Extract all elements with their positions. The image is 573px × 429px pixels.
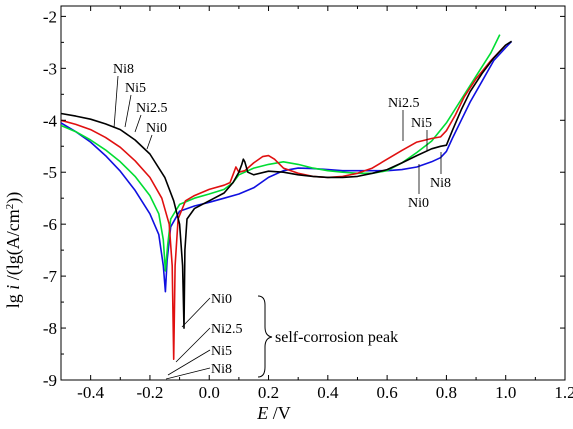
y-tick-label: -2 <box>43 7 57 26</box>
right-bottom-annotation: Ni8 <box>430 176 451 191</box>
left-annotation-leader <box>134 114 142 133</box>
bottom-annotation: Ni0 <box>211 292 232 307</box>
left-annotation-leader <box>113 75 119 129</box>
series-line-Ni0 <box>60 40 513 293</box>
right-bottom-annotation: Ni0 <box>408 196 429 211</box>
y-axis-var: i <box>3 285 23 290</box>
bottom-annotation: Ni2.5 <box>211 322 243 337</box>
right-top-annotation: Ni5 <box>411 116 432 131</box>
x-tick-label: 0.8 <box>436 383 457 402</box>
right-top-annotation: Ni2.5 <box>388 96 420 111</box>
y-axis-unit: /(lg(A/cm <box>3 209 24 284</box>
plot-border <box>60 5 566 381</box>
bottom-annotation-leader <box>167 349 211 376</box>
y-tick-label: -4 <box>43 111 58 130</box>
x-tick-label: -0.4 <box>77 383 104 402</box>
ticks-layer: -0.4 -0.2 0.0 0.2 0.4 0.6 0.8 1.0 1.2 -2 -3 -4 -5 -6 -… <box>43 6 573 402</box>
bottom-annotation-leader <box>181 297 211 328</box>
y-tick-label: -5 <box>43 163 57 182</box>
y-axis-close: )) <box>3 192 24 204</box>
left-annotation: Ni8 <box>113 62 134 77</box>
y-tick-label: -3 <box>43 59 57 78</box>
left-annotation: Ni2.5 <box>136 101 168 116</box>
series-line-Ni2-5 <box>60 34 501 272</box>
x-tick-label: 0.4 <box>317 383 339 402</box>
x-tick-label: 1.0 <box>495 383 516 402</box>
x-axis-title: E /V <box>256 403 291 423</box>
bottom-annotation-leader <box>175 327 211 363</box>
series-line-Ni8 <box>60 40 513 329</box>
y-tick-label: -8 <box>43 319 57 338</box>
series-layer <box>60 34 513 360</box>
bottom-annotation: Ni5 <box>211 344 232 359</box>
left-annotation: Ni5 <box>125 81 146 96</box>
y-axis-sup: 2 <box>4 204 16 210</box>
x-tick-label: 0.0 <box>199 383 220 402</box>
series-line-Ni5 <box>60 44 507 360</box>
y-axis-title: lg i /(lg(A/cm2)) <box>3 192 24 309</box>
left-annotation-leader <box>124 94 132 128</box>
bottom-annotation-leader <box>165 367 211 380</box>
bottom-annotation: Ni8 <box>211 362 232 377</box>
left-annotation-leader <box>146 134 153 150</box>
y-tick-label: -6 <box>43 215 57 234</box>
plot-frame <box>60 5 566 381</box>
y-tick-label: -7 <box>43 267 58 286</box>
x-tick-label: 1.2 <box>554 383 573 402</box>
x-tick-label: 0.6 <box>376 383 397 402</box>
x-axis-var: E <box>256 403 268 423</box>
annotation-layer: Ni8Ni5Ni2.5Ni0Ni2.5Ni5Ni8Ni0Ni0Ni2.5Ni5N… <box>113 62 451 380</box>
y-tick-label: -9 <box>43 371 57 390</box>
left-annotation: Ni0 <box>146 121 167 136</box>
x-tick-label: 0.2 <box>258 383 279 402</box>
x-tick-label: -0.2 <box>136 383 163 402</box>
x-axis-unit: /V <box>268 403 291 423</box>
y-axis-prefix: lg <box>3 290 23 309</box>
self-corrosion-bracket <box>257 295 273 378</box>
self-corrosion-label: self-corrosion peak <box>275 329 398 346</box>
